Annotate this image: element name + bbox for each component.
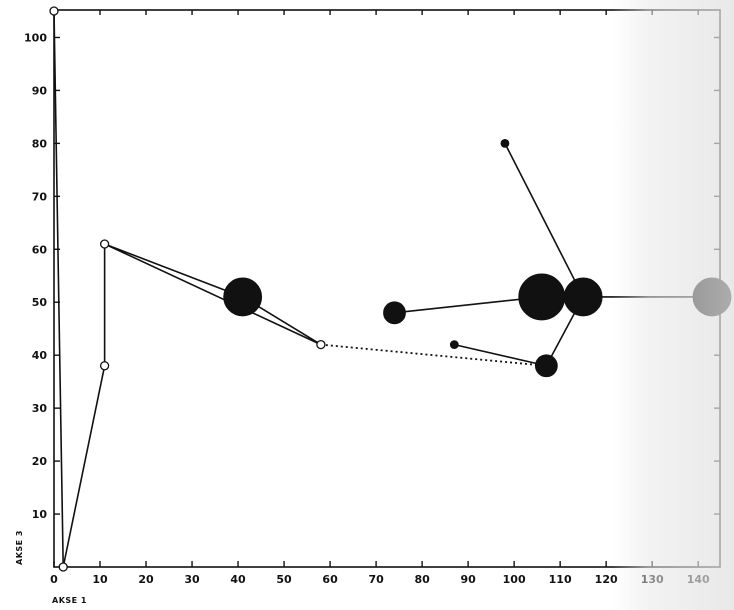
x-tick-label: 0 [50, 573, 58, 586]
filled-point [383, 301, 406, 325]
filled-point [223, 277, 263, 317]
x-tick-label: 60 [322, 573, 338, 586]
y-tick-label: 80 [32, 137, 48, 150]
data-points [49, 6, 732, 572]
y-axis-ticks: 10 20 30 40 50 60 70 80 90 100 [24, 31, 720, 521]
x-tick-label: 50 [276, 573, 292, 586]
open-point [316, 339, 326, 350]
connection-line [320, 343, 547, 367]
y-tick-label: 70 [32, 190, 48, 203]
connection-line [53, 10, 65, 568]
y-axis-label: AKSE 3 [15, 530, 24, 565]
connection-line [504, 143, 584, 298]
x-tick-label: 80 [414, 573, 430, 586]
x-tick-label: 130 [641, 573, 664, 586]
x-tick-label: 10 [92, 573, 108, 586]
open-point [58, 562, 68, 572]
x-tick-label: 140 [687, 573, 710, 586]
filled-point [692, 277, 732, 317]
y-tick-label: 10 [32, 508, 48, 521]
x-tick-label: 110 [549, 573, 572, 586]
filled-point [449, 340, 459, 350]
connection-line [104, 243, 322, 346]
connection-line [454, 343, 547, 367]
x-tick-label: 70 [368, 573, 384, 586]
plot-frame [53, 9, 721, 568]
x-axis-label: AKSE 1 [52, 596, 87, 605]
filled-point [518, 273, 566, 321]
connection-line [104, 243, 243, 298]
x-tick-label: 30 [184, 573, 200, 586]
connection-line [394, 296, 542, 314]
y-tick-label: 40 [32, 349, 48, 362]
y-tick-label: 50 [32, 296, 48, 309]
x-tick-label: 40 [230, 573, 246, 586]
x-tick-label: 20 [138, 573, 154, 586]
open-point [49, 6, 59, 16]
y-tick-label: 30 [32, 402, 48, 415]
y-tick-label: 20 [32, 455, 48, 468]
y-tick-label: 90 [32, 84, 48, 97]
filled-point [500, 138, 510, 148]
open-point [99, 239, 110, 249]
connection-line [62, 365, 106, 568]
open-point [99, 361, 110, 371]
y-tick-label: 100 [24, 31, 47, 44]
x-tick-label: 120 [595, 573, 618, 586]
connection-lines [53, 10, 712, 568]
x-tick-label: 90 [460, 573, 476, 586]
filled-point [534, 354, 558, 378]
filled-point [563, 277, 603, 317]
y-tick-label: 60 [32, 243, 48, 256]
x-axis-ticks: 0 10 20 30 40 50 60 70 80 90 100 110 120 130 140 [50, 10, 710, 586]
x-tick-label: 100 [503, 573, 526, 586]
